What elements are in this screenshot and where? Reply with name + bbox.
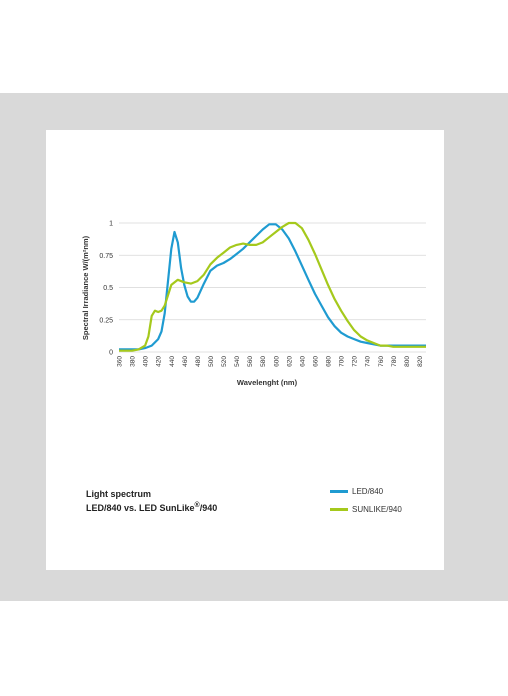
x-tick-label: 500	[208, 356, 215, 367]
y-tick-label: 1	[109, 221, 113, 228]
x-tick-label: 680	[326, 356, 333, 367]
x-tick-label: 760	[378, 356, 385, 367]
x-tick-label: 580	[260, 356, 267, 367]
x-tick-label: 800	[404, 356, 411, 367]
x-tick-labels: 360 380 400 420 440 460 480 500 520 540 560 580 600 6…	[117, 356, 424, 367]
x-tick-label: 460	[182, 356, 189, 367]
legend: LED/840 SUNLIKE/940	[330, 482, 402, 518]
legend-label-led840: LED/840	[352, 486, 384, 496]
x-tick-label: 780	[391, 356, 398, 367]
legend-label-sunlike940: SUNLIKE/940	[352, 504, 402, 514]
y-tick-label: 0.25	[99, 317, 113, 324]
legend-item-led840: LED/840	[330, 482, 402, 500]
series-layer	[119, 221, 426, 352]
x-tick-label: 620	[286, 356, 293, 367]
x-axis-label: Wavelenght (nm)	[237, 378, 298, 387]
spectrum-chart: 0 0.25 0.5 0.75 1 360 380 400 420 440 460 480 500 52…	[81, 221, 426, 387]
x-tick-label: 720	[352, 356, 359, 367]
y-tick-label: 0.75	[99, 253, 113, 260]
x-tick-label: 560	[247, 356, 254, 367]
legend-swatch-led840	[330, 489, 348, 493]
x-tick-label: 380	[130, 356, 137, 367]
x-tick-label: 660	[312, 356, 319, 367]
x-tick-label: 420	[156, 356, 163, 367]
legend-swatch-sunlike940	[330, 507, 348, 511]
caption-line2-prefix: LED/840 vs. LED SunLike	[86, 503, 195, 513]
x-tick-label: 480	[195, 356, 202, 367]
chart-card: 0 0.25 0.5 0.75 1 360 380 400 420 440 460 480 500 52…	[46, 130, 444, 570]
legend-item-sunlike940: SUNLIKE/940	[330, 500, 402, 518]
registered-mark: ®	[194, 502, 200, 509]
x-tick-label: 360	[117, 356, 124, 367]
x-tick-label: 540	[234, 356, 241, 367]
y-axis-label: Spectral Irradiance W/(m²nm)	[81, 235, 90, 340]
x-tick-label: 400	[143, 356, 150, 367]
x-tick-label: 740	[365, 356, 372, 367]
x-tick-label: 440	[169, 356, 176, 367]
caption: Light spectrum LED/840 vs. LED SunLike®/…	[86, 488, 217, 514]
x-tick-label: 700	[339, 356, 346, 367]
caption-line2: LED/840 vs. LED SunLike®/940	[86, 500, 217, 514]
y-tick-label: 0	[109, 350, 113, 357]
series-line-sunlike940	[119, 221, 426, 352]
caption-line1: Light spectrum	[86, 489, 152, 499]
series-line-led840	[119, 223, 426, 351]
caption-line2-suffix: /940	[199, 503, 218, 513]
grid-layer	[119, 222, 426, 353]
x-tick-label: 520	[221, 356, 228, 367]
x-tick-label: 640	[299, 356, 306, 367]
x-tick-label: 600	[273, 356, 280, 367]
y-tick-labels: 0 0.25 0.5 0.75 1	[99, 221, 113, 357]
y-tick-label: 0.5	[103, 285, 113, 292]
x-tick-label: 820	[417, 356, 424, 367]
